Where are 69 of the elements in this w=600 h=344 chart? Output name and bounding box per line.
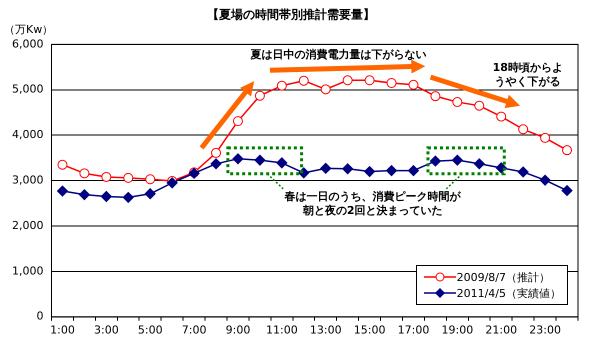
point	[210, 158, 222, 170]
point	[79, 168, 90, 178]
point	[452, 154, 463, 166]
point	[386, 78, 397, 88]
point	[342, 163, 354, 174]
legend-label: 2009/8/7（推計）	[456, 270, 550, 285]
x-tick-label: 15:00	[354, 323, 386, 336]
point	[496, 162, 507, 174]
annotation: 春は一日のうち、消費ピーク時間が朝と夜の2回と決まっていた	[284, 190, 462, 218]
point	[518, 166, 529, 178]
point	[408, 80, 418, 90]
y-tick-label: 0	[36, 310, 44, 323]
annotation: 18時頃からようやく下がる	[492, 60, 564, 89]
point	[518, 124, 528, 134]
point	[496, 112, 506, 122]
x-tick-label: 9:00	[226, 323, 250, 336]
point	[211, 148, 222, 158]
x-tick-label: 17:00	[398, 323, 430, 336]
point	[320, 84, 331, 94]
point	[386, 165, 398, 176]
point	[430, 156, 441, 167]
y-tick-label: 6,000	[12, 37, 44, 50]
point	[232, 153, 244, 164]
point	[562, 145, 572, 156]
point	[408, 165, 419, 176]
x-tick-label: 3:00	[94, 323, 119, 336]
point	[298, 76, 309, 86]
x-tick-label: 5:00	[138, 323, 163, 336]
point	[364, 75, 375, 86]
point	[123, 172, 134, 183]
x-tick-label: 19:00	[441, 323, 474, 336]
point	[122, 192, 134, 203]
point	[342, 75, 353, 86]
y-tick-label: 2,000	[12, 218, 44, 232]
legend-label: 2011/4/5（実績値）	[456, 286, 561, 301]
x-tick-label: 7:00	[182, 323, 206, 336]
x-tick-label: 13:00	[310, 323, 342, 336]
point	[145, 174, 156, 184]
y-tick-label: 5,000	[12, 82, 44, 96]
point	[452, 97, 462, 108]
point	[56, 186, 68, 197]
y-tick-label: 3,000	[12, 173, 44, 186]
point	[101, 172, 112, 182]
point	[562, 185, 573, 196]
point	[144, 188, 156, 200]
point	[474, 100, 484, 111]
point	[540, 174, 551, 186]
chart-title: 【夏場の時間帯別推計需要量】	[207, 7, 375, 22]
point	[364, 166, 376, 178]
point	[254, 154, 266, 166]
x-tick-label: 11:00	[266, 323, 298, 336]
point	[320, 162, 332, 174]
point	[78, 189, 90, 200]
y-tick-label: 4,000	[12, 128, 44, 142]
point	[232, 116, 243, 126]
point	[100, 190, 112, 202]
point	[540, 132, 550, 143]
point	[276, 157, 288, 168]
point	[57, 160, 68, 170]
x-tick-label: 21:00	[485, 323, 518, 336]
point	[474, 158, 485, 170]
point	[276, 80, 287, 91]
point	[254, 90, 265, 101]
point	[430, 91, 440, 102]
x-tick-label: 23:00	[529, 323, 561, 336]
x-tick-label: 1:00	[50, 323, 75, 336]
annotation: 夏は日中の消費電力量は下がらない	[250, 48, 426, 62]
y-tick-label: 1,000	[12, 264, 44, 278]
y-axis-title: （万Kw）	[4, 22, 54, 37]
